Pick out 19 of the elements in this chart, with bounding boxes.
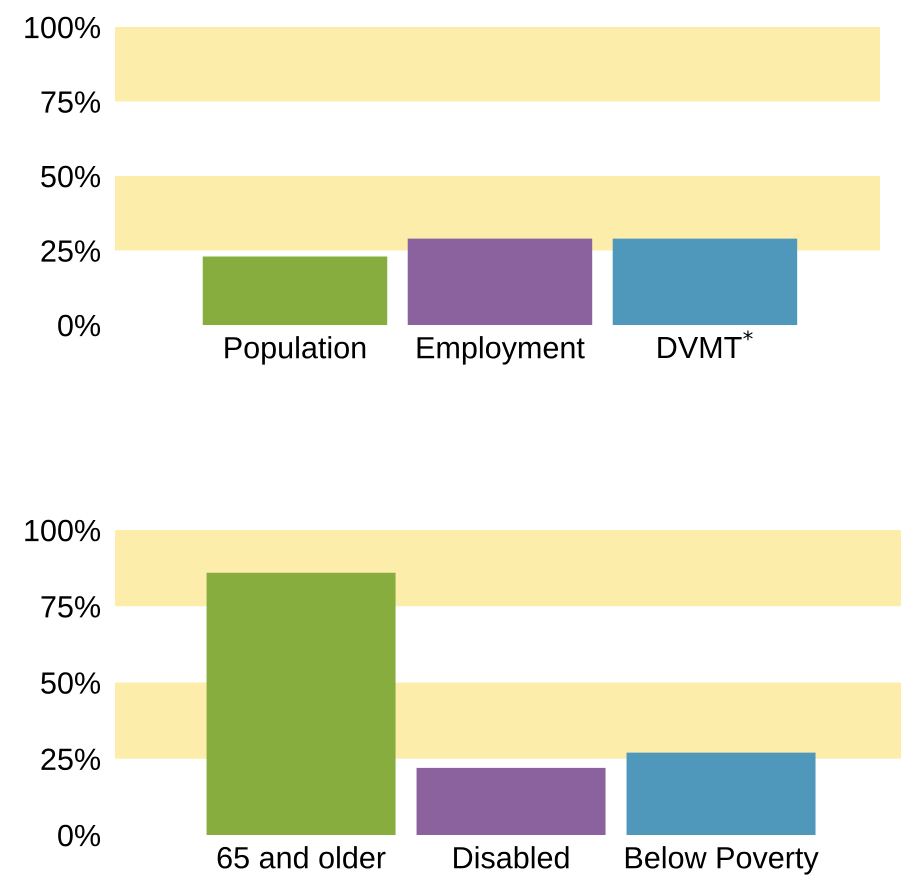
y-tick-label: 25%: [41, 240, 100, 262]
x-tick-label: 65 and older: [218, 846, 386, 869]
y-tick-label: 0%: [58, 314, 100, 336]
x-tick-label: Disabled: [454, 846, 569, 869]
y-tick-label: 25%: [41, 748, 100, 770]
x-tick-label: Population: [225, 336, 366, 365]
x-tick-label: DVMT$^{*}$: [658, 330, 753, 358]
y-tick-label: 50%: [41, 672, 100, 694]
y-tick-label: 75%: [42, 91, 100, 113]
x-tick-label: Employment: [418, 336, 585, 365]
y-tick-label: 50%: [41, 166, 100, 188]
bar: [206, 572, 396, 835]
y-tick-label: 100%: [25, 16, 100, 38]
bar: [416, 768, 606, 835]
bar: [626, 752, 816, 835]
y-tick-label: 0%: [58, 824, 100, 846]
y-tick-label: 75%: [42, 596, 100, 618]
y-tick-label: 100%: [25, 520, 100, 542]
x-tick-label: Below Poverty: [626, 846, 819, 875]
